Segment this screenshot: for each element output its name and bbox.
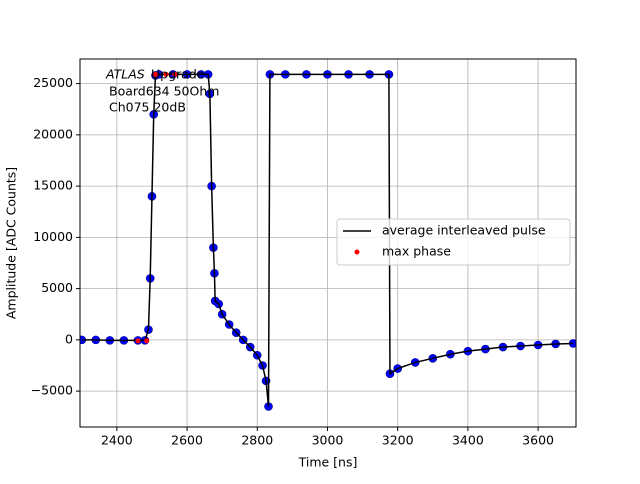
legend-label: max phase [382,244,451,259]
y-axis-label: Amplitude [ADC Counts] [4,167,19,319]
max-phase-point [172,71,178,77]
y-tick-label: −5000 [31,383,73,398]
legend-label: average interleaved pulse [382,223,546,238]
x-tick-label: 3600 [522,433,554,448]
x-tick-label: 2800 [241,433,273,448]
max-phase-point [163,71,169,77]
x-axis-label: Time [ns] [298,455,358,470]
y-tick-label: 10000 [33,229,73,244]
plot-frame [79,58,577,428]
pulse-line [81,73,574,407]
x-tick-label: 3200 [382,433,414,448]
y-tick-label: 5000 [41,280,73,295]
y-tick-label: 20000 [33,126,73,141]
plot-area [80,70,576,411]
x-tick-label: 2600 [171,433,203,448]
y-tick-label: 0 [65,331,73,346]
annotation: Ch075 20dB [109,100,186,115]
x-tick-label: 2400 [101,433,133,448]
max-phase-point [135,338,141,344]
max-phase-point [144,338,150,344]
x-tick-label: 3000 [312,433,344,448]
legend-box [336,218,571,266]
annotation: Board634 50Ohm [109,84,219,99]
y-tick-label: 25000 [33,75,73,90]
x-tick-label: 3400 [452,433,484,448]
legend-marker [354,249,360,255]
annotation: ATLAS [105,67,145,82]
annotation: Upgrade [151,67,205,82]
y-tick-label: 15000 [33,178,73,193]
max-phase-point [152,71,158,77]
